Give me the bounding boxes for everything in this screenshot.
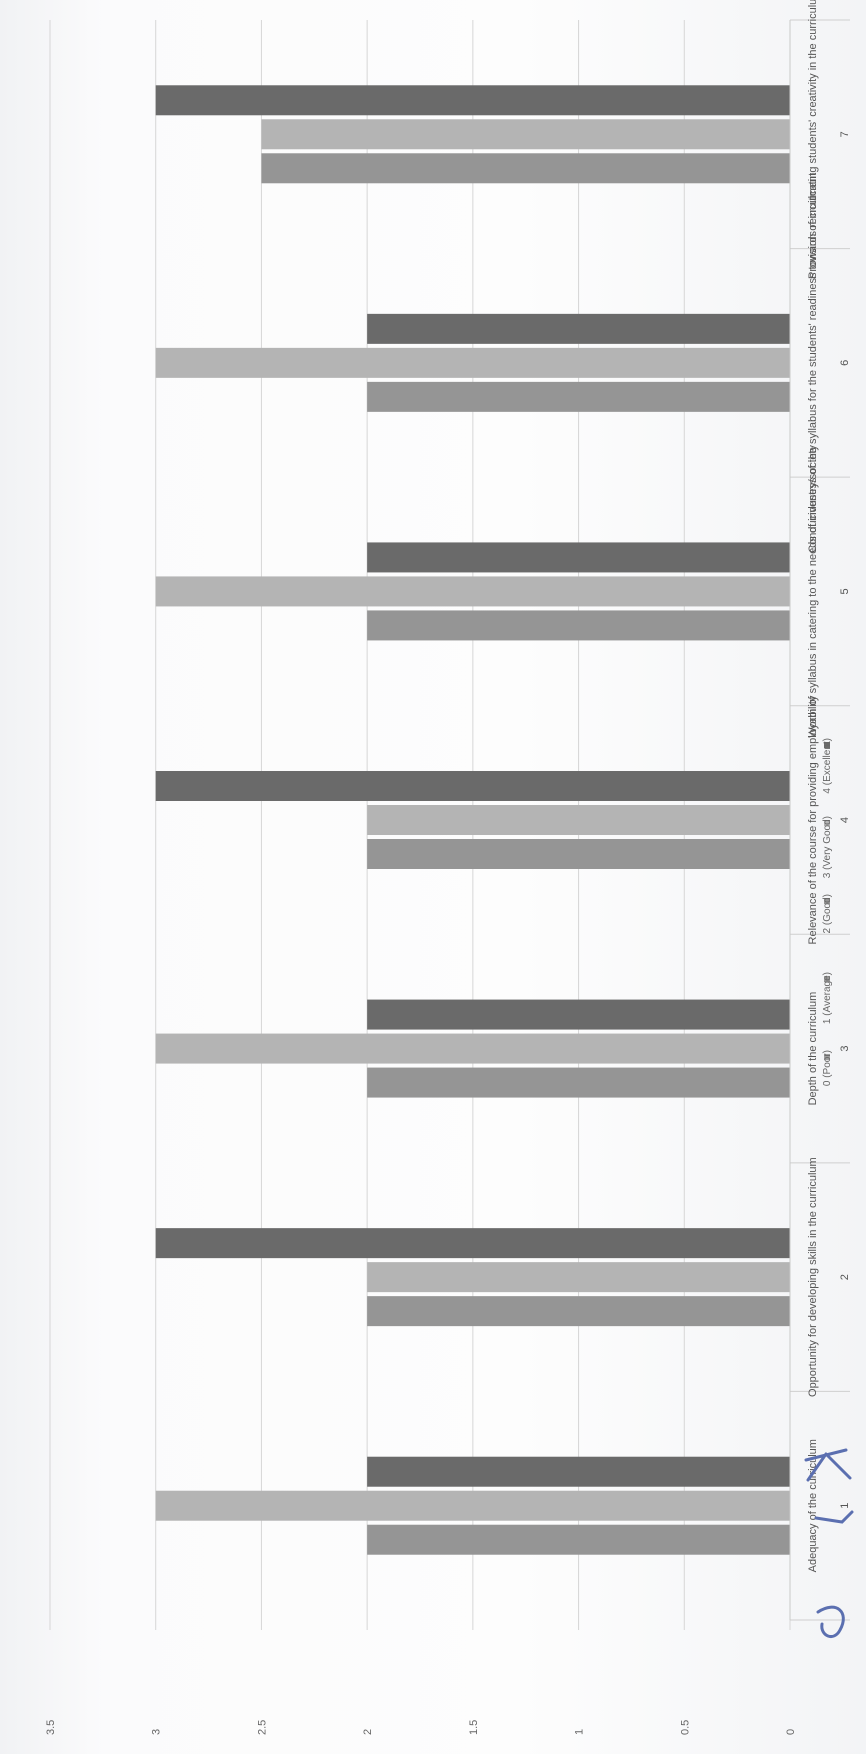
category-label: Opportunity for developing skills in the… bbox=[807, 1157, 819, 1397]
handwritten-signature-stroke bbox=[814, 1510, 854, 1524]
value-tick-label: 1.5 bbox=[468, 1720, 480, 1735]
bar bbox=[155, 1228, 790, 1259]
bar bbox=[155, 1490, 790, 1521]
axes: 0 0.5 1 1.5 2 2.5 3 3.5 bbox=[45, 19, 850, 1735]
bar bbox=[367, 1456, 790, 1487]
category-number: 4 bbox=[839, 817, 851, 823]
category-label: Depth of the curriculum bbox=[807, 992, 819, 1106]
bar bbox=[261, 153, 790, 184]
legend-entry: 1 (Average) bbox=[822, 972, 833, 1024]
legend-swatch bbox=[824, 898, 830, 904]
value-tick-label: 0.5 bbox=[679, 1720, 691, 1735]
bar bbox=[367, 1524, 790, 1555]
bar bbox=[367, 839, 790, 869]
legend-entry: 3 (Very Good) bbox=[822, 816, 833, 878]
handwritten-marks bbox=[804, 1448, 854, 1639]
category-label: Conduciveness of the syllabus for the st… bbox=[807, 173, 819, 553]
value-tick-label: 3.5 bbox=[45, 1720, 57, 1735]
value-tick-label: 3 bbox=[151, 1729, 163, 1735]
category-number: 2 bbox=[839, 1274, 851, 1280]
legend-swatch bbox=[824, 976, 830, 982]
legend-swatch bbox=[824, 820, 830, 826]
bar bbox=[367, 381, 790, 412]
bar bbox=[367, 1296, 790, 1327]
bar bbox=[155, 1033, 790, 1064]
bar bbox=[155, 771, 790, 801]
bar bbox=[367, 1262, 790, 1293]
bars bbox=[155, 85, 790, 1555]
bar bbox=[155, 347, 790, 378]
legend-entry: 0 (Poor) bbox=[822, 1050, 833, 1086]
category-number: 6 bbox=[839, 360, 851, 366]
bar bbox=[367, 610, 790, 641]
legend-entry: 2 (Good) bbox=[822, 894, 833, 933]
legend-swatch bbox=[824, 742, 830, 748]
legend-swatch bbox=[824, 1054, 830, 1060]
category-labels: Adequacy of the curriculum 1 Opportunity f… bbox=[807, 0, 851, 1572]
bar bbox=[367, 313, 790, 344]
category-label: Worth of syllabus in catering to the nee… bbox=[807, 445, 819, 738]
category-number: 1 bbox=[839, 1503, 851, 1509]
bar bbox=[367, 1067, 790, 1098]
value-tick-label: 0 bbox=[785, 1729, 797, 1735]
value-tick-label: 2 bbox=[362, 1729, 374, 1735]
bar bbox=[261, 119, 790, 150]
bar bbox=[155, 576, 790, 607]
category-label: Relevance of the course for providing em… bbox=[807, 695, 819, 944]
legend-entry: 4 (Excellent) bbox=[822, 738, 833, 794]
value-tick-label: 2.5 bbox=[256, 1720, 268, 1735]
handwritten-signature-stroke bbox=[804, 1448, 852, 1482]
bar bbox=[367, 805, 790, 835]
value-tick-label: 1 bbox=[574, 1729, 586, 1735]
category-number: 5 bbox=[839, 588, 851, 594]
category-number: 3 bbox=[839, 1046, 851, 1052]
category-number: 7 bbox=[839, 131, 851, 137]
legend: 0 (Poor) 1 (Average) 2 (Good) 3 (Very Good)… bbox=[822, 738, 833, 1086]
bar bbox=[367, 999, 790, 1030]
handwritten-signature bbox=[816, 1605, 845, 1639]
bar bbox=[367, 542, 790, 573]
category-label: Adequacy of the curriculum bbox=[807, 1439, 819, 1572]
bar bbox=[155, 85, 790, 116]
category-label: Provision of inculcating students' creat… bbox=[807, 0, 819, 279]
